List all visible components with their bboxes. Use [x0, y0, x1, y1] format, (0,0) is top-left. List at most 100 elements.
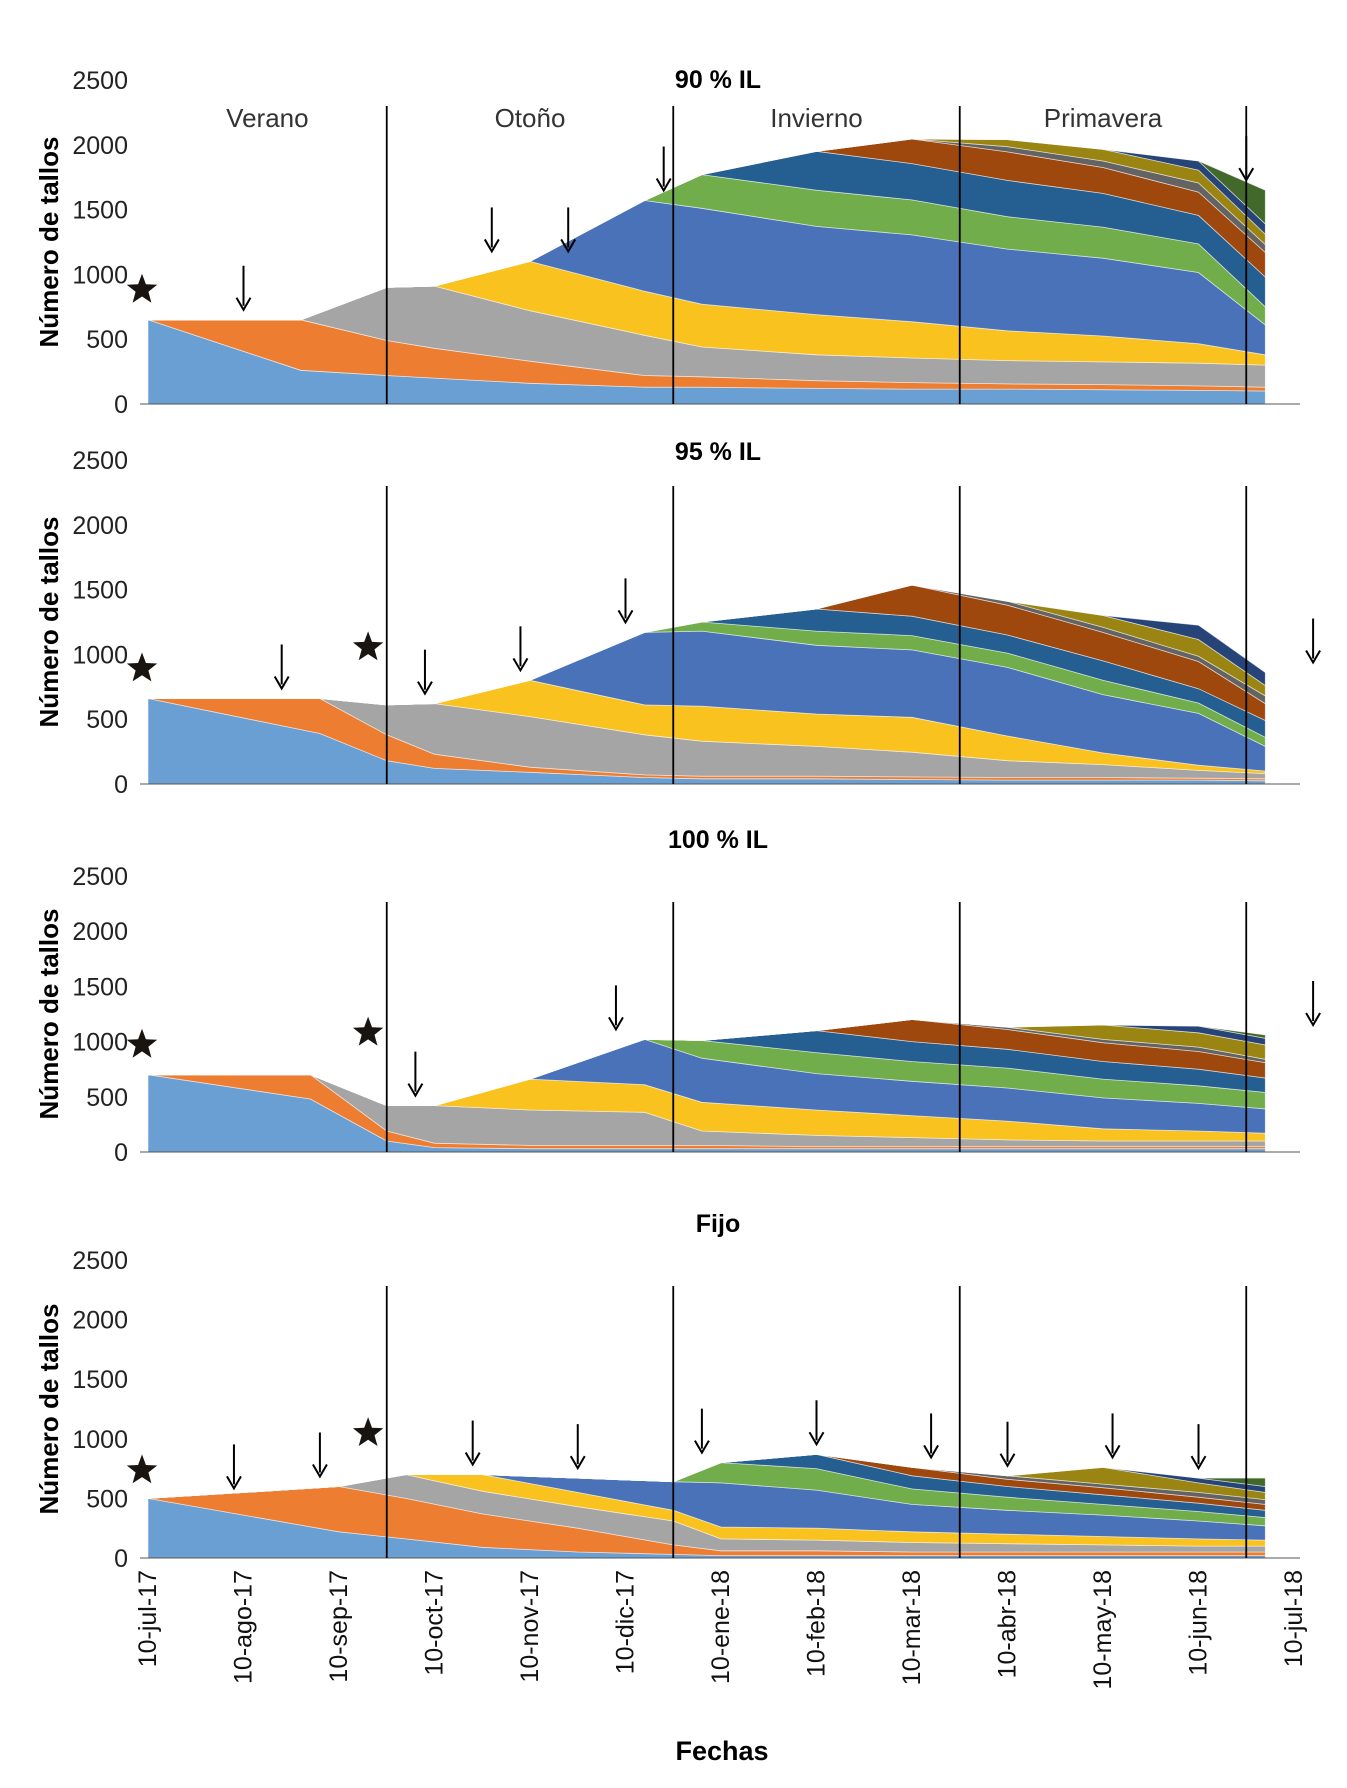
y-axis-label: Número de tallos [34, 1304, 64, 1515]
stacked-areas [147, 584, 1266, 785]
arrow-marker [512, 626, 529, 673]
arrow-head [407, 1083, 424, 1098]
panel-title: Fijo [696, 1210, 740, 1238]
panel-0: 90 % IL Número de tallos 0 500 1000 1500 2000 2… [34, 66, 1300, 419]
arrow-head [808, 1431, 825, 1447]
y-tick-label: 2000 [72, 1307, 128, 1335]
y-tick-label: 1500 [72, 973, 128, 1001]
arrow-marker [999, 1421, 1016, 1468]
arrow-marker [417, 649, 433, 696]
arrow-marker [235, 265, 252, 312]
y-tick-label: 0 [114, 771, 128, 799]
x-axis-ticks: 10-jul-17 10-ago-17 10-sep-17 10-oct-17 10-n… [134, 1570, 1308, 1690]
star-marker [126, 1028, 158, 1058]
y-axis-label: Número de tallos [34, 909, 64, 1120]
arrow-marker [1305, 980, 1321, 1027]
season-label: Invierno [770, 103, 863, 133]
y-tick-label: 2500 [72, 863, 128, 891]
arrow-head [1190, 1455, 1207, 1471]
y-tick-label: 1000 [72, 261, 128, 289]
y-tick-label: 2000 [72, 918, 128, 946]
x-tick-label: 10-ago-17 [230, 1570, 258, 1684]
y-tick-label: 1000 [72, 641, 128, 669]
star-marker [126, 1454, 158, 1484]
panel-2: 100 % IL Número de tallos 0 500 1000 1500 2000… [34, 826, 1321, 1167]
arrow-head [1305, 650, 1321, 665]
arrow-head [1238, 167, 1255, 183]
y-axis-label: Número de tallos [34, 517, 64, 728]
panel-title: 100 % IL [668, 826, 768, 854]
arrow-head [608, 1016, 624, 1032]
arrow-marker [273, 644, 290, 691]
arrow-marker [560, 207, 577, 254]
x-axis-label: Fechas [675, 1736, 768, 1766]
area-series-11 [148, 584, 1266, 706]
x-tick-label: 10-oct-17 [421, 1570, 449, 1676]
y-tick-label: 0 [114, 391, 128, 419]
arrow-head [655, 178, 672, 193]
season-label: Otoño [495, 103, 566, 133]
y-tick-label: 2500 [72, 447, 128, 475]
arrow-head [617, 609, 634, 625]
x-tick-label: 10-jul-17 [134, 1570, 162, 1667]
panel-3: Fijo Número de tallos 0 500 1000 1500 2000 2500 [34, 1210, 1300, 1573]
x-tick-label: 10-nov-17 [516, 1570, 544, 1683]
arrow-marker [1190, 1424, 1207, 1471]
stacked-areas [147, 1019, 1266, 1153]
x-tick-label: 10-jul-18 [1280, 1570, 1308, 1667]
y-tick-label: 2500 [72, 1247, 128, 1275]
arrow-marker [312, 1432, 328, 1479]
y-tick-label: 1000 [72, 1029, 128, 1057]
area-series-12 [147, 1453, 1266, 1499]
arrow-head [923, 1444, 939, 1460]
x-tick-label: 10-dic-17 [612, 1570, 640, 1674]
arrow-head [569, 1455, 586, 1471]
arrow-marker [655, 146, 672, 193]
arrow-head [417, 681, 433, 696]
arrow-head [999, 1453, 1016, 1468]
arrow-marker [617, 578, 634, 625]
arrow-head [235, 297, 252, 312]
panel-title: 95 % IL [675, 438, 761, 466]
y-axis-label: Número de tallos [34, 137, 64, 348]
arrow-marker [808, 1400, 825, 1447]
star-marker [126, 273, 158, 303]
panel-1: 95 % IL Número de tallos 0 500 1000 1500 2000 2… [34, 438, 1321, 799]
stacked-areas [147, 138, 1266, 405]
arrow-marker [483, 207, 500, 254]
arrow-head [464, 1452, 481, 1467]
y-tick-label: 0 [114, 1545, 128, 1573]
y-tick-label: 2500 [72, 67, 128, 95]
x-tick-label: 10-jun-18 [1185, 1570, 1213, 1676]
y-tick-label: 500 [86, 706, 128, 734]
star-marker [126, 652, 158, 682]
y-tick-label: 0 [114, 1139, 128, 1167]
arrow-head [312, 1463, 328, 1479]
area-series-12 [148, 1019, 1266, 1106]
area-series-12 [148, 138, 1266, 321]
x-tick-label: 10-mar-18 [898, 1570, 926, 1685]
star-marker [352, 631, 384, 661]
arrow-marker [407, 1051, 424, 1098]
arrow-marker [694, 1408, 710, 1455]
arrow-marker [923, 1413, 939, 1460]
stacked-areas [147, 1453, 1266, 1559]
arrow-head [512, 657, 529, 673]
y-tick-label: 500 [86, 1084, 128, 1112]
arrow-head [694, 1440, 710, 1455]
y-tick-label: 2000 [72, 132, 128, 160]
season-label: Verano [226, 103, 308, 133]
arrow-marker [226, 1444, 242, 1491]
panel-title: 90 % IL [675, 66, 761, 94]
arrow-head [1305, 1012, 1321, 1027]
x-tick-label: 10-may-18 [1089, 1570, 1117, 1690]
arrow-head [483, 238, 500, 254]
x-tick-label: 10-sep-17 [325, 1570, 353, 1683]
x-tick-label: 10-feb-18 [803, 1570, 831, 1677]
x-tick-label: 10-ene-18 [707, 1570, 735, 1684]
star-marker [352, 1016, 384, 1046]
y-tick-label: 1500 [72, 197, 128, 225]
star-marker [352, 1417, 384, 1446]
y-tick-label: 1500 [72, 577, 128, 605]
